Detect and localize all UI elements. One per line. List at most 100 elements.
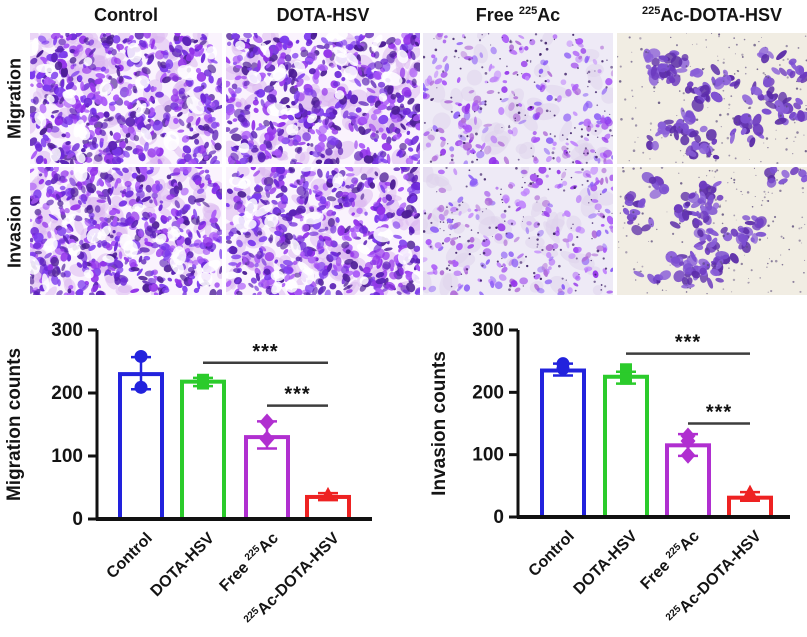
cell-dot [805,105,807,107]
cell-blob [377,104,388,110]
cell-dot [637,136,639,138]
cell-dot [722,61,725,64]
cell-blob [345,43,353,50]
cell-dot [482,251,486,255]
cell-blob [173,117,179,125]
cell-blob [226,203,230,208]
cell-blob [99,33,105,40]
cell-dot [706,293,708,295]
cell-dot [580,128,583,131]
cell-blob [447,260,454,265]
cell-dot [669,264,671,266]
cell-dot [564,72,567,76]
y-tick-label: 100 [472,445,504,466]
cell-blob [37,167,48,174]
cell-blob [42,134,50,142]
cell-blob [254,96,258,101]
cell-blob [359,116,368,125]
cell-blob [744,220,756,226]
column-header-control: Control [30,2,222,28]
cell-blob [244,232,252,239]
cell-dot [784,97,787,100]
cell-blob [533,137,541,143]
cell-dot [763,190,766,193]
cell-blob [303,211,324,225]
cell-blob [204,169,210,174]
cell-dot [749,281,750,283]
cell-blob [88,212,95,219]
cell-dot [705,248,709,251]
cell-blob [552,141,557,147]
cell-dot [552,232,556,236]
cell-blob [216,85,222,95]
cell-blob [282,43,288,51]
cell-blob [414,103,420,112]
cell-blob [155,230,161,234]
data-point-diamond [259,430,275,448]
cell-blob [396,49,409,64]
cell-dot [718,33,721,36]
cell-dot [728,154,731,157]
cell-blob [335,290,343,295]
cell-blob [50,71,59,80]
cell-blob [533,156,538,162]
cell-blob [508,183,514,189]
cell-blob [740,127,747,135]
cell-blob [464,45,474,50]
cell-dot [439,228,441,230]
cell-blob [423,286,427,291]
cell-blob [438,213,445,221]
cell-blob [58,38,66,46]
cell-blob [624,199,634,207]
cell-dot [740,190,742,193]
cell-blob [69,56,77,64]
cell-dot [779,189,782,193]
cell-blob [337,225,345,236]
cell-dot [741,53,744,56]
cell-dot [448,264,450,267]
cell-blob [196,72,207,82]
cell-blob [441,80,448,86]
cell-blob [88,117,98,126]
x-tick-label: Control [104,530,156,582]
cell-blob [567,232,574,242]
cell-blob [378,127,384,133]
significance-stars: *** [706,402,732,424]
cell-dot [721,213,725,216]
cell-blob [162,287,170,294]
cell-blob [356,181,363,191]
cell-blob [71,143,80,152]
cell-blob [100,122,108,129]
cell-dot [536,201,538,203]
cell-blob [203,155,209,161]
cell-blob [243,80,250,87]
cell-dot [639,37,642,40]
cell-dot [653,86,656,89]
cell-blob [46,185,55,195]
cell-dot [487,33,490,35]
cell-blob [693,218,703,226]
cell-blob [513,236,520,243]
cell-blob [291,52,299,59]
cell-blob [59,35,64,39]
cell-dot [798,227,801,230]
cell-dot [636,261,638,263]
cell-dot [723,74,726,77]
cell-blob [431,54,436,59]
cell-dot [672,232,675,235]
cell-dot [622,169,625,173]
cell-blob [174,44,183,53]
cell-dot [740,262,743,266]
cell-dot [641,212,644,215]
cell-dot [747,114,751,118]
cell-dot [580,135,584,138]
cell-blob [234,87,242,94]
cell-dot [547,188,550,191]
cell-dot [576,67,579,70]
y-tick-label: 300 [472,320,504,341]
cell-dot [506,65,508,68]
cell-dot [529,106,533,109]
cell-blob [42,59,47,65]
cell-dot [766,266,768,268]
cell-blob [767,51,774,59]
